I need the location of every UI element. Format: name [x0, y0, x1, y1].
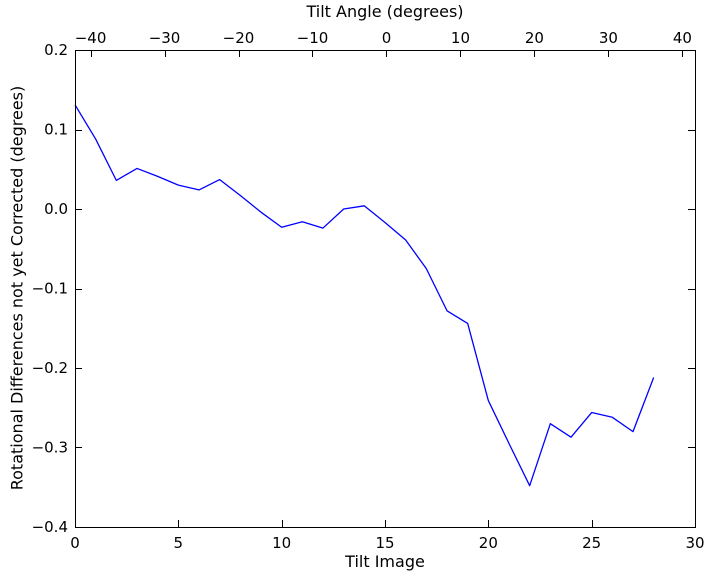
- top-tick-label: −20: [223, 29, 255, 47]
- top-tick-label: −10: [297, 29, 329, 47]
- bottom-axis-title: Tilt Image: [345, 552, 425, 571]
- x-tick-label: 25: [582, 534, 601, 552]
- x-tick-label: 10: [272, 534, 291, 552]
- y-tick-label: −0.4: [32, 518, 68, 536]
- y-tick-label: −0.3: [32, 439, 68, 457]
- x-tick-label: 5: [174, 534, 184, 552]
- left-axis-title: Rotational Differences not yet Corrected…: [7, 85, 27, 491]
- x-tick-label: 20: [479, 534, 498, 552]
- data-line-rotational-differences: [74, 104, 655, 487]
- top-tick-label: 20: [525, 29, 544, 47]
- top-tick-label: 30: [599, 29, 618, 47]
- y-tick-label: −0.1: [32, 280, 68, 298]
- top-tick-label: 0: [382, 29, 392, 47]
- top-tick-label: 40: [673, 29, 692, 47]
- y-tick-label: 0.2: [44, 41, 68, 59]
- top-tick-label: 10: [451, 29, 470, 47]
- y-tick-label: 0.0: [44, 200, 68, 218]
- top-axis-title: Tilt Angle (degrees): [306, 2, 464, 21]
- top-tick-label: −40: [75, 29, 107, 47]
- top-tick-label: −30: [149, 29, 181, 47]
- x-tick-label: 0: [70, 534, 80, 552]
- y-tick-label: 0.1: [44, 121, 68, 139]
- x-tick-label: 15: [375, 534, 394, 552]
- x-tick-label: 30: [685, 534, 704, 552]
- y-tick-label: −0.2: [32, 359, 68, 377]
- plot-frame: [75, 50, 696, 528]
